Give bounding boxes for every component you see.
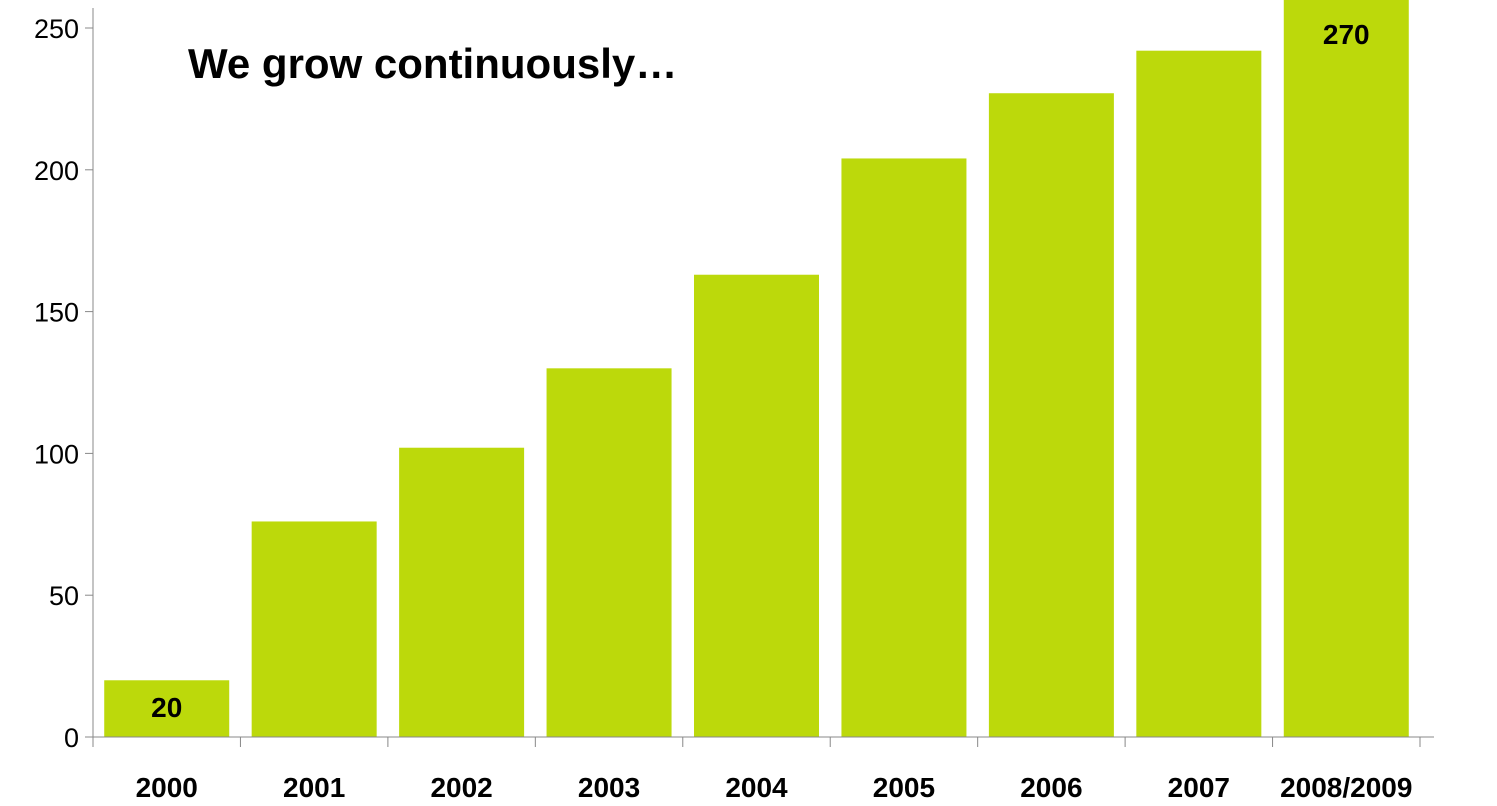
- y-axis-ticks: 0 50 100 150 200 250: [34, 14, 93, 753]
- x-tick-label: 2001: [283, 772, 345, 803]
- bar-2007: [1136, 50, 1262, 738]
- bar-2005: [841, 158, 967, 737]
- x-axis-ticks: 2000 2001 2002 2003 2004 2005 2006 2007 2008/200…: [92, 737, 1421, 803]
- y-tick-label: 200: [34, 156, 79, 186]
- x-tick-label: 2007: [1168, 772, 1230, 803]
- data-label: 20: [151, 692, 182, 723]
- bars: [104, 0, 1409, 738]
- y-tick-label: 100: [34, 439, 79, 469]
- y-tick-label: 150: [34, 298, 79, 328]
- bar-2003: [546, 368, 672, 737]
- chart-title: We grow continuously…: [188, 40, 678, 87]
- x-tick-label: 2000: [136, 772, 198, 803]
- y-tick-label: 50: [49, 581, 79, 611]
- x-tick-label: 2008/2009: [1280, 772, 1412, 803]
- x-tick-label: 2002: [430, 772, 492, 803]
- bar-2002: [399, 447, 525, 737]
- bar-2004: [694, 274, 819, 737]
- bar-2000: [104, 680, 230, 737]
- bar-2008-2009: [1283, 0, 1409, 737]
- x-tick-label: 2005: [873, 772, 935, 803]
- x-tick-label: 2004: [725, 772, 788, 803]
- x-tick-label: 2006: [1020, 772, 1082, 803]
- bar-2001: [251, 521, 377, 737]
- y-tick-label: 0: [64, 723, 79, 753]
- bar-2006: [988, 93, 1114, 737]
- axes: [92, 8, 1434, 747]
- x-tick-label: 2003: [578, 772, 640, 803]
- data-labels: 20 270: [151, 19, 1369, 723]
- data-label: 270: [1323, 19, 1370, 50]
- y-tick-label: 250: [34, 14, 79, 44]
